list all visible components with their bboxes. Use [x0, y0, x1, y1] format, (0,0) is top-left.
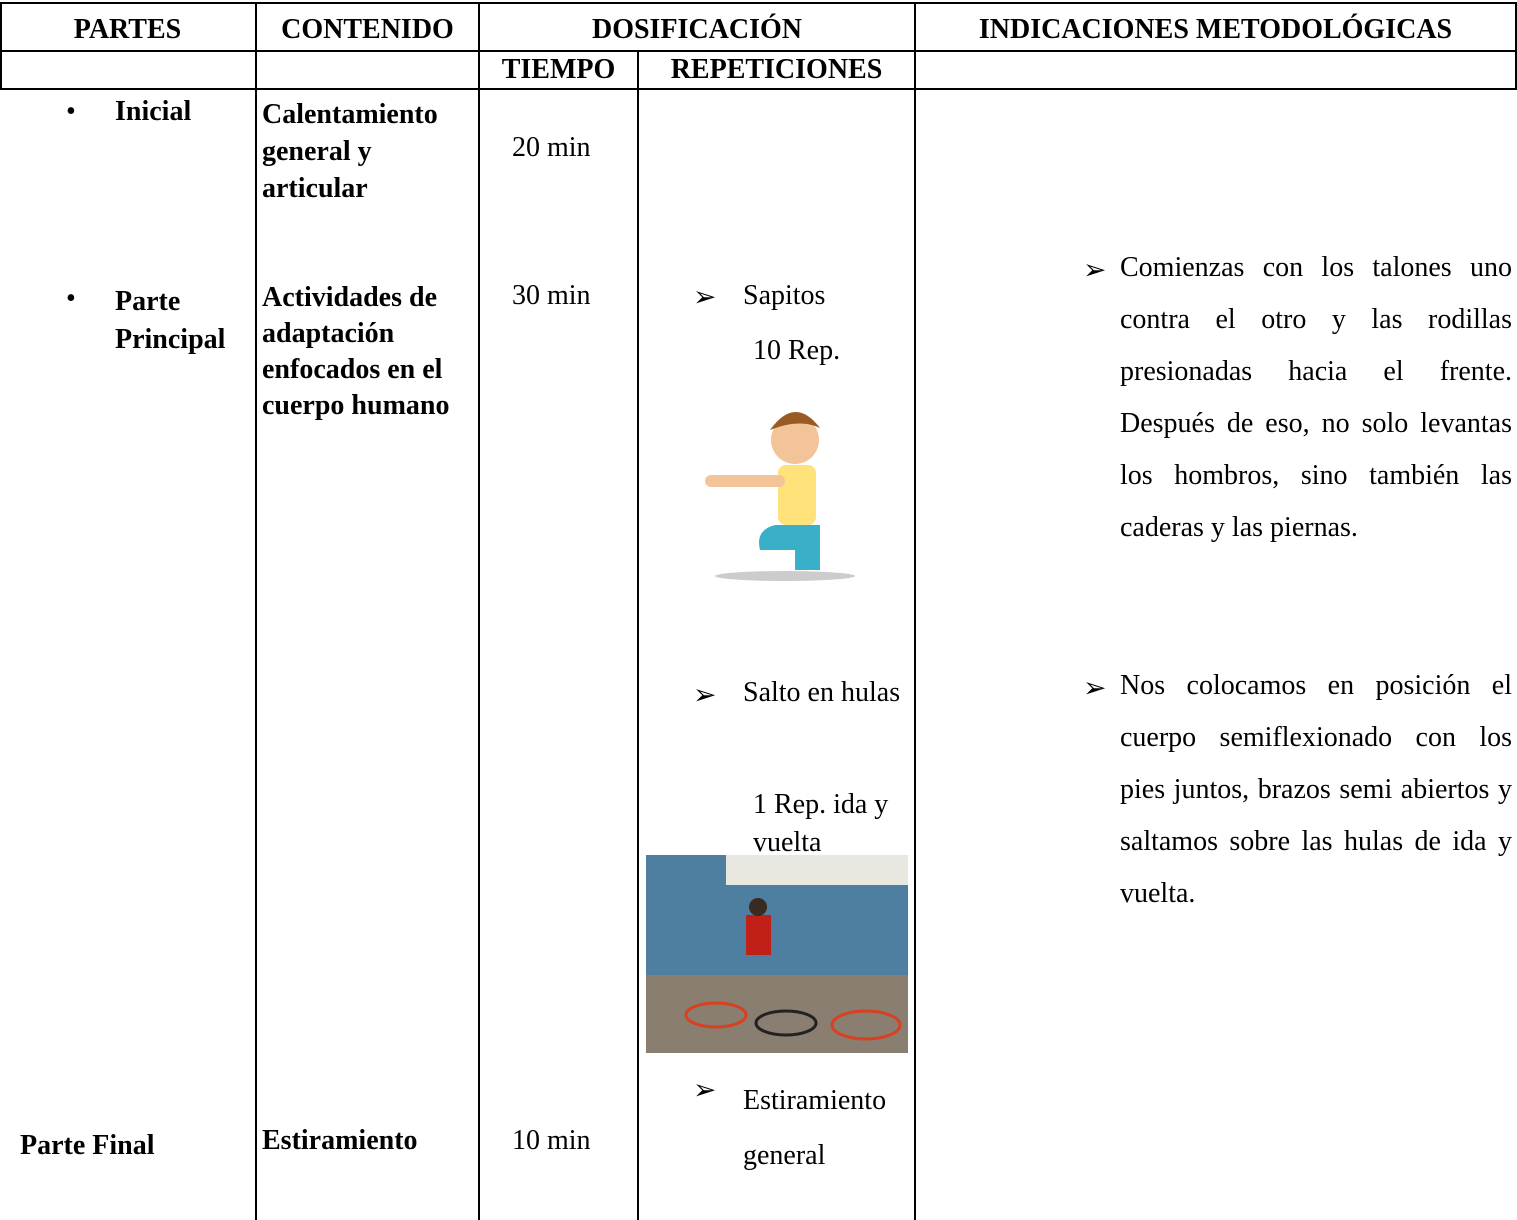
header: INDICACIONES METODOLÓGICAS	[978, 14, 1453, 45]
ejercicio: Estiramiento general	[743, 1085, 887, 1171]
arrow: ➢	[693, 680, 717, 711]
bullet: •	[66, 96, 76, 127]
border	[0, 88, 1517, 90]
arrow: ➢	[693, 1075, 717, 1106]
arrow: ➢	[1083, 673, 1107, 704]
border	[255, 2, 257, 1220]
header: TIEMPO	[501, 54, 616, 85]
header: DOSIFICACIÓN	[591, 14, 803, 45]
tiempo: 30 min	[512, 280, 591, 311]
bullet: •	[66, 283, 76, 314]
parte: Inicial	[115, 96, 192, 127]
contenido: Calentamiento general y articular	[262, 99, 438, 204]
arrow: ➢	[1083, 255, 1107, 286]
squat-illustration	[705, 411, 855, 581]
arrow: ➢	[693, 282, 717, 313]
parte: Parte Principal	[115, 286, 226, 355]
header: CONTENIDO	[281, 14, 454, 45]
border	[637, 52, 639, 1220]
header: REPETICIONES	[670, 54, 883, 85]
ejercicio: Salto en hulas	[743, 677, 901, 708]
reps: 1 Rep. ida y vuelta	[753, 789, 889, 858]
contenido: Estiramiento	[262, 1125, 418, 1156]
tiempo: 10 min	[512, 1125, 591, 1156]
parte: Parte Final	[20, 1130, 155, 1161]
indicacion: Nos colocamos en posición el cuerpo semi…	[1120, 670, 1512, 909]
border	[0, 2, 2, 90]
header: PARTES	[73, 14, 182, 45]
border	[478, 2, 480, 1220]
border	[1515, 2, 1517, 90]
indicacion: Comienzas con los talones uno contra el …	[1120, 252, 1512, 543]
border	[914, 2, 916, 1220]
hoop-photo	[646, 855, 908, 1053]
contenido: Actividades de adaptación enfocados en e…	[262, 282, 450, 421]
reps: 10 Rep.	[753, 335, 841, 366]
ejercicio: Sapitos	[743, 280, 826, 311]
border	[0, 2, 1517, 4]
border	[0, 50, 1517, 52]
tiempo: 20 min	[512, 132, 591, 163]
